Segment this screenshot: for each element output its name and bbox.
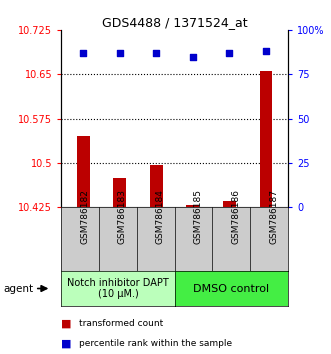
- Bar: [186, 205, 199, 207]
- Bar: [260, 71, 272, 207]
- Text: GSM786184: GSM786184: [156, 189, 165, 244]
- Bar: [223, 201, 236, 207]
- Point: [190, 54, 196, 59]
- Point: [263, 48, 269, 54]
- Text: Notch inhibitor DAPT
(10 μM.): Notch inhibitor DAPT (10 μM.): [67, 278, 169, 299]
- Text: GSM786187: GSM786187: [269, 189, 278, 244]
- Text: GSM786185: GSM786185: [194, 189, 203, 244]
- Point: [227, 50, 232, 56]
- Text: ■: ■: [61, 338, 72, 348]
- Bar: [150, 165, 163, 207]
- Text: GSM786182: GSM786182: [80, 189, 89, 244]
- Text: agent: agent: [3, 284, 33, 293]
- Text: GSM786183: GSM786183: [118, 189, 127, 244]
- Bar: [77, 136, 90, 207]
- Point: [154, 50, 159, 56]
- Text: GSM786186: GSM786186: [231, 189, 240, 244]
- Text: transformed count: transformed count: [79, 319, 164, 329]
- Bar: [113, 178, 126, 207]
- Title: GDS4488 / 1371524_at: GDS4488 / 1371524_at: [102, 16, 247, 29]
- Point: [80, 50, 86, 56]
- Text: DMSO control: DMSO control: [193, 284, 269, 293]
- Text: ■: ■: [61, 319, 72, 329]
- Point: [117, 50, 122, 56]
- Text: percentile rank within the sample: percentile rank within the sample: [79, 339, 233, 348]
